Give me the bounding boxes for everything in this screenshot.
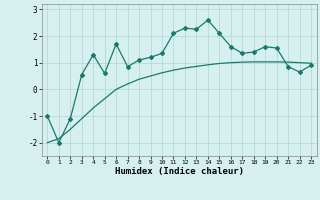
X-axis label: Humidex (Indice chaleur): Humidex (Indice chaleur) <box>115 167 244 176</box>
